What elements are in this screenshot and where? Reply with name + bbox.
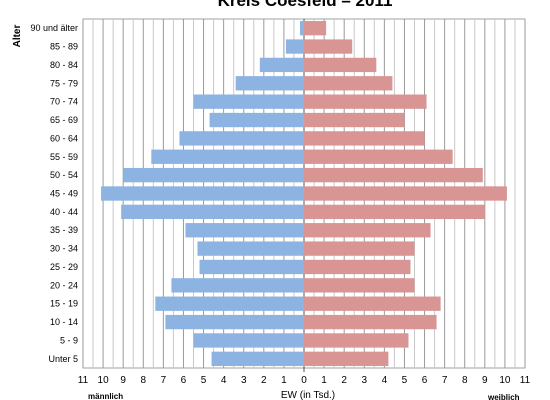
bar-male xyxy=(151,149,304,164)
x-tick-label: 4 xyxy=(221,375,227,386)
bar-male xyxy=(101,186,304,201)
bar-male xyxy=(211,351,304,366)
bar-female xyxy=(304,57,377,73)
category-label: 80 - 84 xyxy=(50,60,78,70)
bar-female xyxy=(304,39,353,54)
bar-female xyxy=(304,167,483,183)
bar-female xyxy=(304,241,415,256)
bar-male xyxy=(285,39,304,54)
bar-female xyxy=(304,94,427,109)
x-tick-label: 8 xyxy=(140,375,146,386)
bars-group xyxy=(101,21,507,366)
bar-male xyxy=(179,131,304,146)
bar-male xyxy=(123,167,304,183)
male-label: männlich xyxy=(88,392,123,400)
category-label: 75 - 79 xyxy=(50,78,78,88)
x-tick-label: 11 xyxy=(78,375,89,386)
chart-title: Kreis Coesfeld – 2011 xyxy=(218,0,393,10)
bar-male xyxy=(199,259,304,275)
bar-female xyxy=(304,296,441,311)
category-label: Unter 5 xyxy=(48,354,78,364)
category-labels: 90 und älter 85 - 89 80 - 84 75 - 79 70 - 74… xyxy=(30,23,78,364)
category-label: 20 - 24 xyxy=(50,280,78,290)
x-tick-label: 2 xyxy=(341,375,347,386)
bar-male xyxy=(235,76,304,91)
bar-male xyxy=(197,241,304,256)
x-tick-label: 11 xyxy=(520,375,531,386)
bar-female xyxy=(304,259,411,275)
x-tick-label: 9 xyxy=(482,375,488,386)
bar-female xyxy=(304,314,437,330)
bar-female xyxy=(304,186,507,201)
x-tick-labels: 11 10 9 8 7 6 5 4 3 2 1 0 1 2 3 4 5 6 7 8 9 10 11 xyxy=(78,375,531,386)
x-tick-label: 8 xyxy=(462,375,468,386)
x-tick-label: 1 xyxy=(281,375,287,386)
bar-male xyxy=(155,296,304,311)
category-label: 90 und älter xyxy=(30,23,78,33)
category-label: 55 - 59 xyxy=(50,152,78,162)
category-label: 70 - 74 xyxy=(50,97,78,107)
bar-male xyxy=(171,278,304,293)
bar-female xyxy=(304,76,393,91)
x-tick-label: 0 xyxy=(301,375,307,386)
x-tick-label: 10 xyxy=(499,375,511,386)
bar-male xyxy=(209,112,304,128)
category-label: 45 - 49 xyxy=(50,189,78,199)
category-label: 85 - 89 xyxy=(50,42,78,52)
bar-female xyxy=(304,112,405,128)
bar-male xyxy=(299,21,304,36)
category-label: 50 - 54 xyxy=(50,170,78,180)
x-tick-label: 7 xyxy=(161,375,167,386)
bar-female xyxy=(304,204,485,220)
category-label: 60 - 64 xyxy=(50,133,78,143)
female-label: weiblich xyxy=(487,393,520,400)
x-tick-label: 2 xyxy=(261,375,267,386)
y-axis-label: Alter xyxy=(12,25,23,48)
bar-female xyxy=(304,333,409,348)
x-axis-label: EW (in Tsd.) xyxy=(281,390,335,400)
x-tick-label: 3 xyxy=(361,375,367,386)
category-label: 65 - 69 xyxy=(50,115,78,125)
x-tick-label: 1 xyxy=(321,375,327,386)
category-label: 30 - 34 xyxy=(50,244,78,254)
category-label: 15 - 19 xyxy=(50,299,78,309)
bar-female xyxy=(304,131,425,146)
x-tick-label: 5 xyxy=(201,375,207,386)
category-label: 40 - 44 xyxy=(50,207,78,217)
bar-male xyxy=(121,204,304,220)
x-tick-label: 6 xyxy=(181,375,187,386)
bar-female xyxy=(304,21,327,36)
x-tick-label: 6 xyxy=(422,375,428,386)
x-tick-label: 10 xyxy=(98,375,110,386)
bar-male xyxy=(165,314,304,330)
category-label: 5 - 9 xyxy=(60,335,78,345)
x-tick-label: 9 xyxy=(120,375,126,386)
bar-female xyxy=(304,351,389,366)
bar-male xyxy=(185,223,304,238)
x-tick-label: 5 xyxy=(402,375,408,386)
category-label: 10 - 14 xyxy=(50,317,78,327)
bar-female xyxy=(304,278,415,293)
bar-male xyxy=(193,333,304,348)
bar-female xyxy=(304,223,431,238)
bar-male xyxy=(259,57,304,73)
x-tick-label: 4 xyxy=(382,375,388,386)
x-tick-label: 7 xyxy=(442,375,448,386)
bar-female xyxy=(304,149,453,164)
category-label: 35 - 39 xyxy=(50,225,78,235)
x-tick-label: 3 xyxy=(241,375,247,386)
category-label: 25 - 29 xyxy=(50,262,78,272)
bar-male xyxy=(193,94,304,109)
